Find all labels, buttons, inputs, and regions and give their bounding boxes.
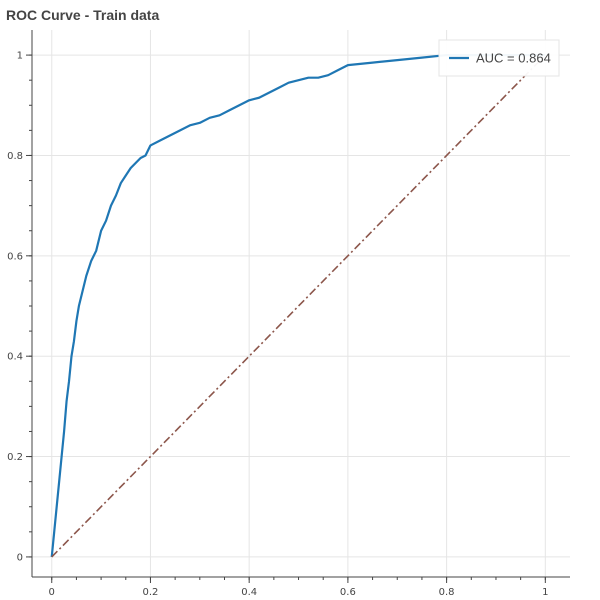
y-tick-label-0: 0 — [17, 552, 23, 563]
roc-curve-line — [50, 53, 546, 558]
series — [50, 53, 546, 558]
y-tick-label-4: 0.8 — [7, 151, 23, 162]
y-tick-label-3: 0.6 — [7, 251, 23, 262]
y-tick-label-2: 0.4 — [7, 352, 23, 363]
y-tick-label-5: 1 — [17, 51, 23, 62]
x-tick-label-0: 0 — [49, 587, 55, 598]
x-tick-label-2: 0.4 — [241, 587, 257, 598]
plot-frame — [31, 30, 570, 578]
axis-ticks: 0 0.2 0.4 0.6 0.8 1 0 0.2 0.4 0.6 0.8 1 — [7, 51, 548, 598]
diagonal-reference-line — [51, 54, 546, 558]
chart-title: ROC Curve - Train data — [6, 7, 160, 23]
legend-label-0: AUC = 0.864 — [476, 51, 551, 66]
x-tick-label-3: 0.6 — [340, 587, 356, 598]
y-tick-label-1: 0.2 — [7, 452, 23, 463]
x-tick-label-1: 0.2 — [143, 587, 159, 598]
x-tick-label-4: 0.8 — [439, 587, 455, 598]
x-tick-label-5: 1 — [542, 587, 548, 598]
legend: AUC = 0.864 — [438, 39, 560, 77]
